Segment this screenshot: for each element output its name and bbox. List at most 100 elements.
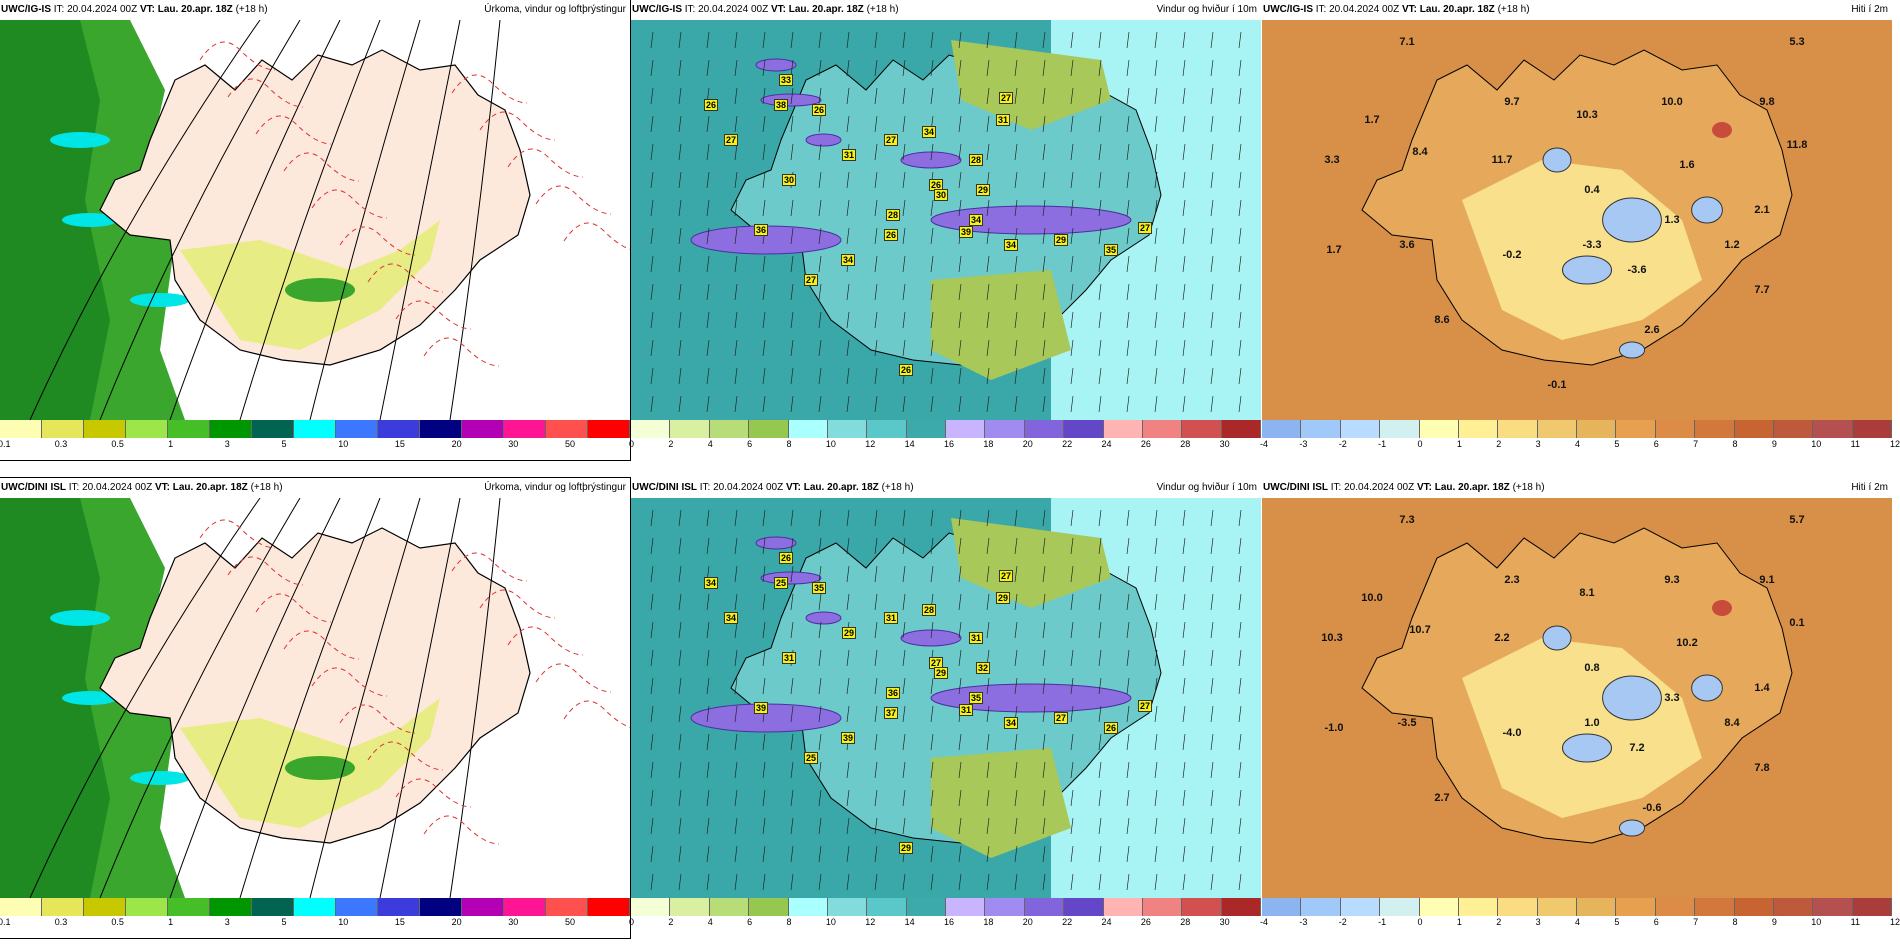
wind-arrow [706, 509, 710, 527]
temp-isoline [507, 148, 584, 178]
gust-value-label: 38 [773, 99, 789, 111]
wind-arrow [1126, 845, 1130, 863]
colorbar-tick-label: 3 [224, 439, 230, 449]
wind-arrow [1014, 283, 1018, 301]
wind-arrow [958, 171, 962, 189]
wind-arrow [1182, 339, 1186, 357]
wind-arrow [734, 789, 738, 807]
wind-arrow [1126, 31, 1130, 49]
wind-arrow [1210, 733, 1214, 751]
wind-arrow [874, 705, 878, 723]
colorbar-tick-label: 0.1 [0, 917, 11, 927]
wind-arrow [958, 649, 962, 667]
wind-arrow [1238, 199, 1242, 217]
wind-arrow [1238, 311, 1242, 329]
wind-arrow [1070, 339, 1074, 357]
temp-value-label: 3.3 [1664, 692, 1680, 704]
wind-arrow [1238, 789, 1242, 807]
wind-arrow [678, 621, 682, 639]
lead-time: (+18 h) [878, 482, 914, 493]
colorbar-swatch [1262, 898, 1302, 916]
wind-arrow [902, 283, 906, 301]
wind-arrow [818, 31, 822, 49]
wind-arrow [790, 227, 794, 245]
colorbar-tick-label: 9 [1771, 439, 1777, 449]
wind-arrow [1014, 565, 1018, 583]
map-area: 26 38 33 26 27 30 31 27 34 31 27 26 28 30 29 28 34 26 36 34… [631, 20, 1261, 420]
init-time: 20.04.2024 00Z [67, 4, 140, 15]
wind-arrow [818, 705, 822, 723]
gust-value-label: 29 [995, 592, 1011, 604]
colorbar-tick-label: 50 [565, 439, 576, 449]
colorbar-tick-label: 9 [1771, 917, 1777, 927]
colorbar-swatch [1221, 898, 1261, 916]
wind-arrow [734, 621, 738, 639]
wind-arrow [902, 705, 906, 723]
wind-arrow [790, 621, 794, 639]
wind-arrow [818, 87, 822, 105]
wind-arrow [1014, 31, 1018, 49]
gust-value-label: 27 [803, 274, 819, 286]
gust-max-band [755, 58, 797, 72]
wind-arrow [958, 677, 962, 695]
wind-arrow [846, 705, 850, 723]
colorbar-swatch [1301, 898, 1341, 916]
temp-value-label: -0.6 [1642, 802, 1662, 814]
wind-arrow [930, 143, 934, 161]
colorbar-swatch [985, 898, 1025, 916]
colorbar-tick-label: 2 [668, 917, 674, 927]
wind-arrow [818, 115, 822, 133]
wind-arrow [706, 537, 710, 555]
colorbar-tick-label: 11 [1850, 439, 1860, 449]
wind-arrow [678, 87, 682, 105]
wind-arrow [930, 705, 934, 723]
gust-value-label: 31 [883, 612, 899, 624]
precip-core-west [0, 20, 110, 420]
wind-arrow [874, 817, 878, 835]
colorbar-swatch [867, 420, 907, 438]
wind-arrow [762, 31, 766, 49]
temp-isoline [255, 115, 332, 145]
wind-arrow [1042, 31, 1046, 49]
wind-arrow [1014, 509, 1018, 527]
colorbar-tick-label: 3 [224, 917, 230, 927]
wind-arrow [678, 593, 682, 611]
map-area [0, 498, 630, 898]
wind-arrow [650, 509, 654, 527]
wind-arrow [1042, 789, 1046, 807]
wind-arrow [818, 255, 822, 273]
wind-arrow [1182, 59, 1186, 77]
temp-isoline [479, 111, 556, 141]
cold-glacier-area [1542, 625, 1572, 651]
wind-arrow [1182, 143, 1186, 161]
wind-arrow [734, 733, 738, 751]
colorbar-tick-label: 18 [983, 917, 994, 927]
wind-arrow [762, 733, 766, 751]
isobar [449, 20, 501, 420]
map-svg [0, 20, 630, 420]
colorbar-tick-label: 14 [904, 917, 915, 927]
wind-arrow [874, 255, 878, 273]
colorbar-ticks: -4 -3 -2 -1 0 1 2 3 4 5 6 7 8 9 10 11 12 [1260, 439, 1900, 453]
wind-arrow [678, 115, 682, 133]
wind-arrow [790, 677, 794, 695]
wind-arrow [986, 705, 990, 723]
wind-arrow [874, 565, 878, 583]
wind-arrow [930, 509, 934, 527]
colorbar-tick-label: -2 [1338, 917, 1347, 927]
wind-arrow [874, 677, 878, 695]
wind-arrow [734, 31, 738, 49]
temp-isoline [563, 222, 630, 250]
colorbar-swatch [546, 898, 588, 916]
wind-arrow [1042, 677, 1046, 695]
panel-header: UWC/DINI ISL IT: 20.04.2024 00Z VT: Lau.… [631, 478, 1261, 498]
wind-arrow [790, 31, 794, 49]
wind-arrow [958, 339, 962, 357]
map-panel-temp: UWC/IG-IS IT: 20.04.2024 00Z VT: Lau. 20… [1260, 0, 1900, 460]
temp-value-label: 1.7 [1326, 244, 1342, 256]
wind-arrow [1070, 789, 1074, 807]
wind-arrow [1210, 873, 1214, 891]
panel-header: UWC/DINI ISL IT: 20.04.2024 00Z VT: Lau.… [1262, 478, 1892, 498]
model-name: UWC/IG-IS [632, 4, 682, 15]
wind-arrow [1126, 339, 1130, 357]
